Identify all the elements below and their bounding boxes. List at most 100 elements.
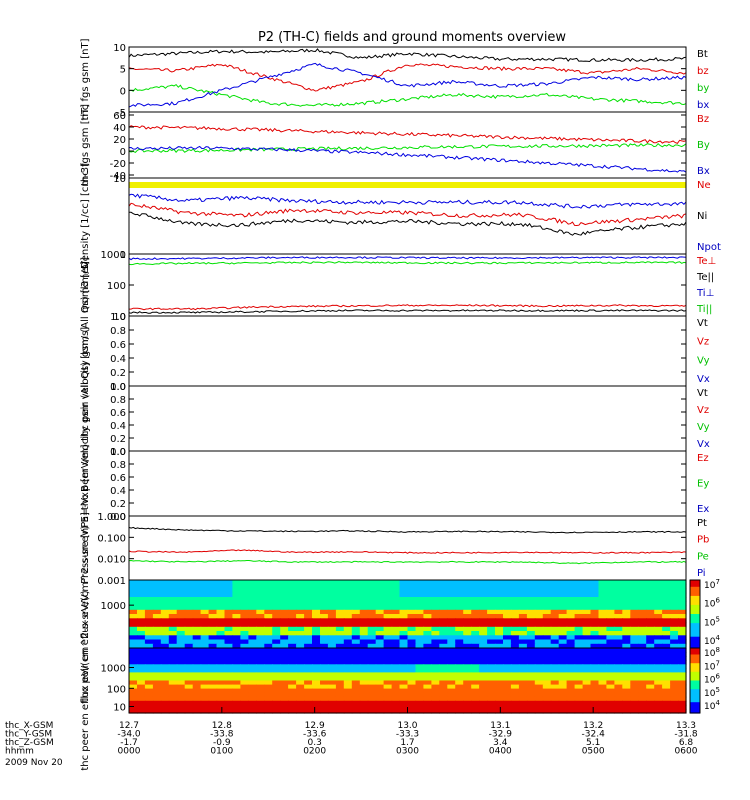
heatmap-cell <box>518 700 528 706</box>
heatmap-cell <box>534 676 544 682</box>
colorbar-segment <box>690 591 700 595</box>
heatmap-cell <box>144 656 154 661</box>
heatmap-cell <box>670 580 679 585</box>
heatmap-cell <box>518 643 528 649</box>
heatmap-cell <box>495 588 504 594</box>
heatmap-cell <box>510 708 520 714</box>
legend-label-7-3: Ex <box>697 504 709 515</box>
heatmap-cell <box>208 660 218 665</box>
heatmap-cell <box>646 609 655 615</box>
heatmap-cell <box>359 668 369 673</box>
heatmap-cell <box>423 635 432 641</box>
heatmap-cell <box>216 597 226 602</box>
heatmap-cell <box>598 692 608 698</box>
heatmap-cell <box>216 639 226 645</box>
heatmap-cell <box>280 648 289 653</box>
heatmap-cell <box>335 700 345 706</box>
heatmap-cell <box>606 584 615 590</box>
colorbar-segment <box>690 671 700 675</box>
heatmap-cell <box>678 618 687 624</box>
heatmap-cell <box>431 626 440 632</box>
heatmap-cell <box>423 584 432 590</box>
heatmap-cell <box>574 676 584 682</box>
heatmap-cell <box>630 588 639 594</box>
heatmap-cell <box>272 692 281 698</box>
heatmap-cell <box>423 696 432 702</box>
heatmap-cell <box>129 704 138 710</box>
heatmap-cell <box>495 692 504 698</box>
heatmap-cell <box>526 588 536 594</box>
heatmap-cell <box>264 592 273 598</box>
heatmap-cell <box>654 672 663 678</box>
series-line-1-by <box>128 83 687 107</box>
heatmap-cell <box>264 580 273 585</box>
heatmap-cell <box>176 584 186 590</box>
heatmap-cell <box>399 676 409 682</box>
heatmap-cell <box>407 601 417 607</box>
heatmap-cell <box>304 696 313 702</box>
heatmap-cell <box>550 704 560 710</box>
heatmap-cell <box>670 631 679 636</box>
heatmap-cell <box>614 660 623 665</box>
heatmap-cell <box>518 605 528 611</box>
heatmap-cell <box>518 668 528 673</box>
heatmap-cell <box>654 588 663 594</box>
heatmap-cell <box>455 708 464 714</box>
heatmap-cell <box>407 708 417 714</box>
heatmap-cell <box>654 648 663 653</box>
heatmap-cell <box>335 656 345 661</box>
heatmap-cell <box>192 614 202 619</box>
heatmap-cell <box>495 652 504 657</box>
heatmap-cell <box>526 618 536 624</box>
heatmap-cell <box>248 708 257 714</box>
heatmap-cell <box>574 639 584 645</box>
heatmap-cell <box>272 605 281 611</box>
heatmap-cell <box>367 672 377 678</box>
heatmap-cell <box>566 588 576 594</box>
heatmap-cell <box>566 684 576 690</box>
heatmap-cell <box>129 652 138 657</box>
heatmap-cell <box>518 609 528 615</box>
colorbar-segment <box>690 680 700 684</box>
colorbar-segment <box>690 648 700 651</box>
heatmap-cell <box>359 676 369 682</box>
heatmap-cell <box>439 601 448 607</box>
heatmap-cell <box>455 696 464 702</box>
heatmap-cell <box>248 696 257 702</box>
heatmap-cell <box>224 696 234 702</box>
heatmap-cell <box>431 668 440 673</box>
heatmap-cell <box>638 639 647 645</box>
heatmap-cell <box>208 696 218 702</box>
heatmap-cell <box>646 588 655 594</box>
heatmap-cell <box>415 696 425 702</box>
heatmap-cell <box>566 704 576 710</box>
heatmap-cell <box>518 597 528 602</box>
heatmap-cell <box>646 605 655 611</box>
heatmap-cell <box>160 588 170 594</box>
heatmap-cell <box>288 635 297 641</box>
heatmap-cell <box>431 584 440 590</box>
heatmap-cell <box>431 672 440 678</box>
heatmap-cell <box>471 656 480 661</box>
panel-frame <box>128 177 687 255</box>
heatmap-cell <box>479 664 488 669</box>
heatmap-cell <box>439 688 448 694</box>
heatmap-cell <box>646 688 655 694</box>
heatmap-cell <box>160 696 170 702</box>
heatmap-cell <box>224 622 234 628</box>
heatmap-cell <box>646 672 655 678</box>
heatmap-cell <box>423 631 432 636</box>
heatmap-cell <box>471 692 480 698</box>
heatmap-cell <box>558 664 568 669</box>
heatmap-cell <box>280 704 289 710</box>
heatmap-cell <box>606 639 615 645</box>
heatmap-cell <box>439 631 448 636</box>
heatmap-cell <box>662 680 671 686</box>
colorbar-exponent: 4 <box>715 634 720 642</box>
colorbar-segment <box>690 620 700 624</box>
heatmap-cell <box>518 652 528 657</box>
heatmap-cell <box>216 614 226 619</box>
heatmap-cell <box>264 680 273 686</box>
legend-label-4-2: Te|| <box>696 272 714 283</box>
heatmap-cell <box>662 597 671 602</box>
